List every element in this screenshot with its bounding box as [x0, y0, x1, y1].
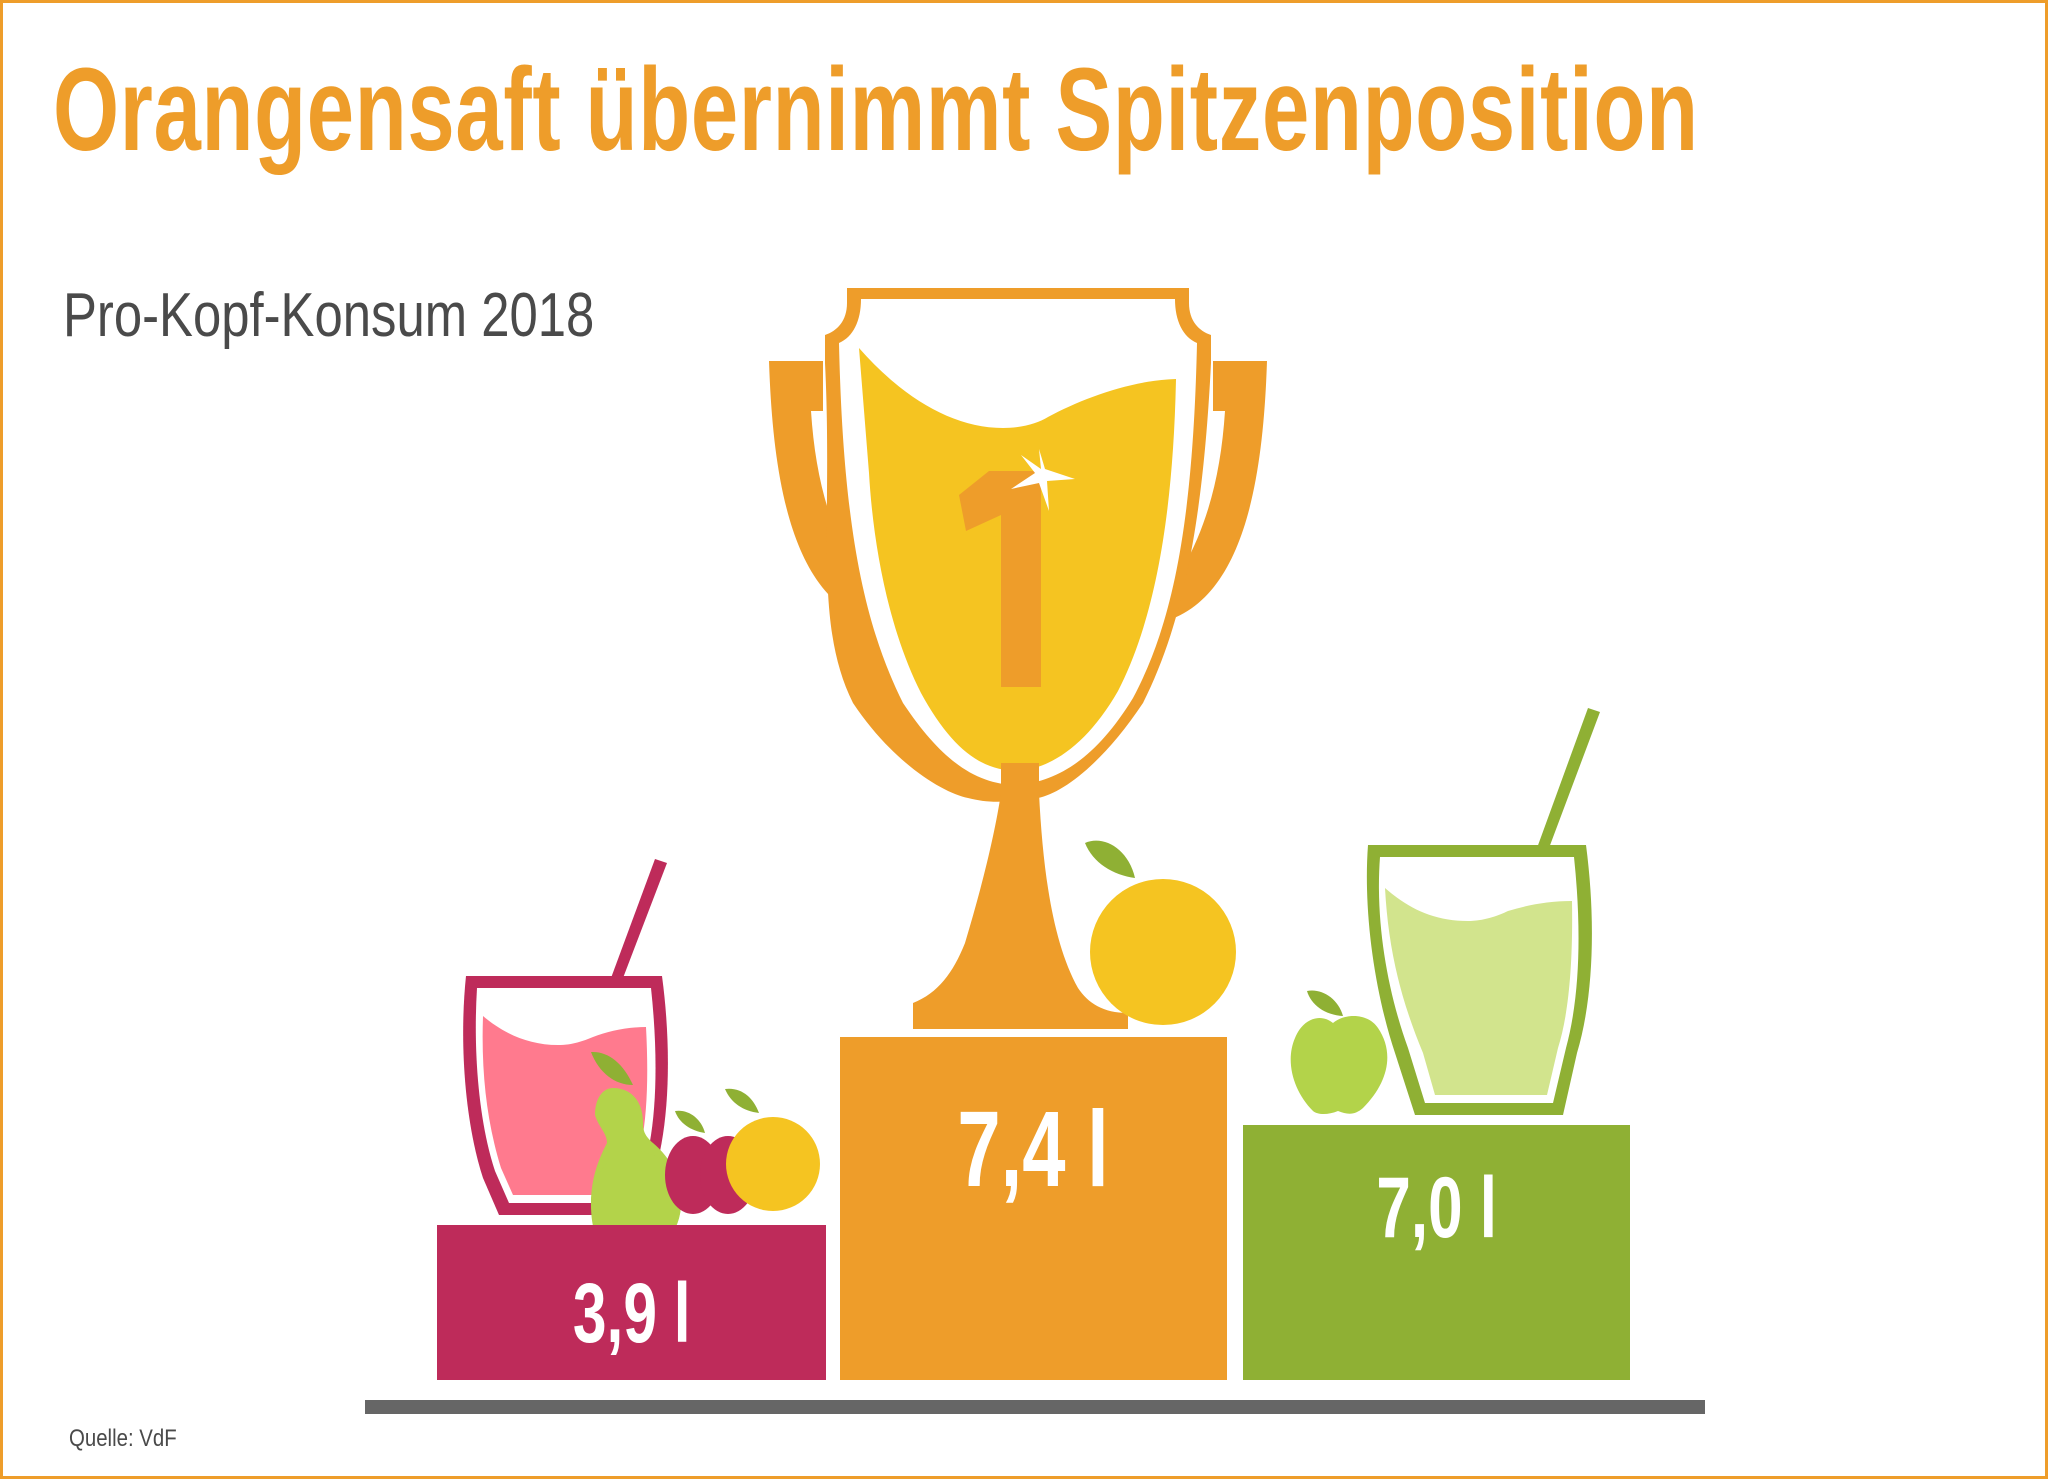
orange-fruit-icon — [1085, 840, 1236, 1025]
apple-icon — [1290, 990, 1388, 1114]
podium-left: 3,9 l — [437, 1225, 826, 1380]
source-note: Quelle: VdF — [69, 1425, 177, 1452]
page-title: Orangensaft übernimmt Spitzenposition — [53, 44, 1699, 176]
value-label-center: 7,4 l — [957, 1087, 1110, 1209]
podium-baseline — [365, 1400, 1705, 1414]
green-juice-glass-icon — [1366, 708, 1600, 1115]
rank-number-1 — [959, 471, 1041, 687]
trophy-icon — [769, 288, 1267, 1029]
value-label-right: 7,0 l — [1376, 1159, 1497, 1256]
chart-subtitle: Pro-Kopf-Konsum 2018 — [63, 281, 595, 350]
sparkle-icon — [1011, 449, 1075, 511]
orange-small-icon — [725, 1088, 820, 1211]
podium-illustration — [463, 288, 1600, 1255]
podium-right: 7,0 l — [1243, 1125, 1630, 1380]
value-label-left: 3,9 l — [572, 1265, 691, 1360]
podium-center: 7,4 l — [840, 1037, 1227, 1380]
